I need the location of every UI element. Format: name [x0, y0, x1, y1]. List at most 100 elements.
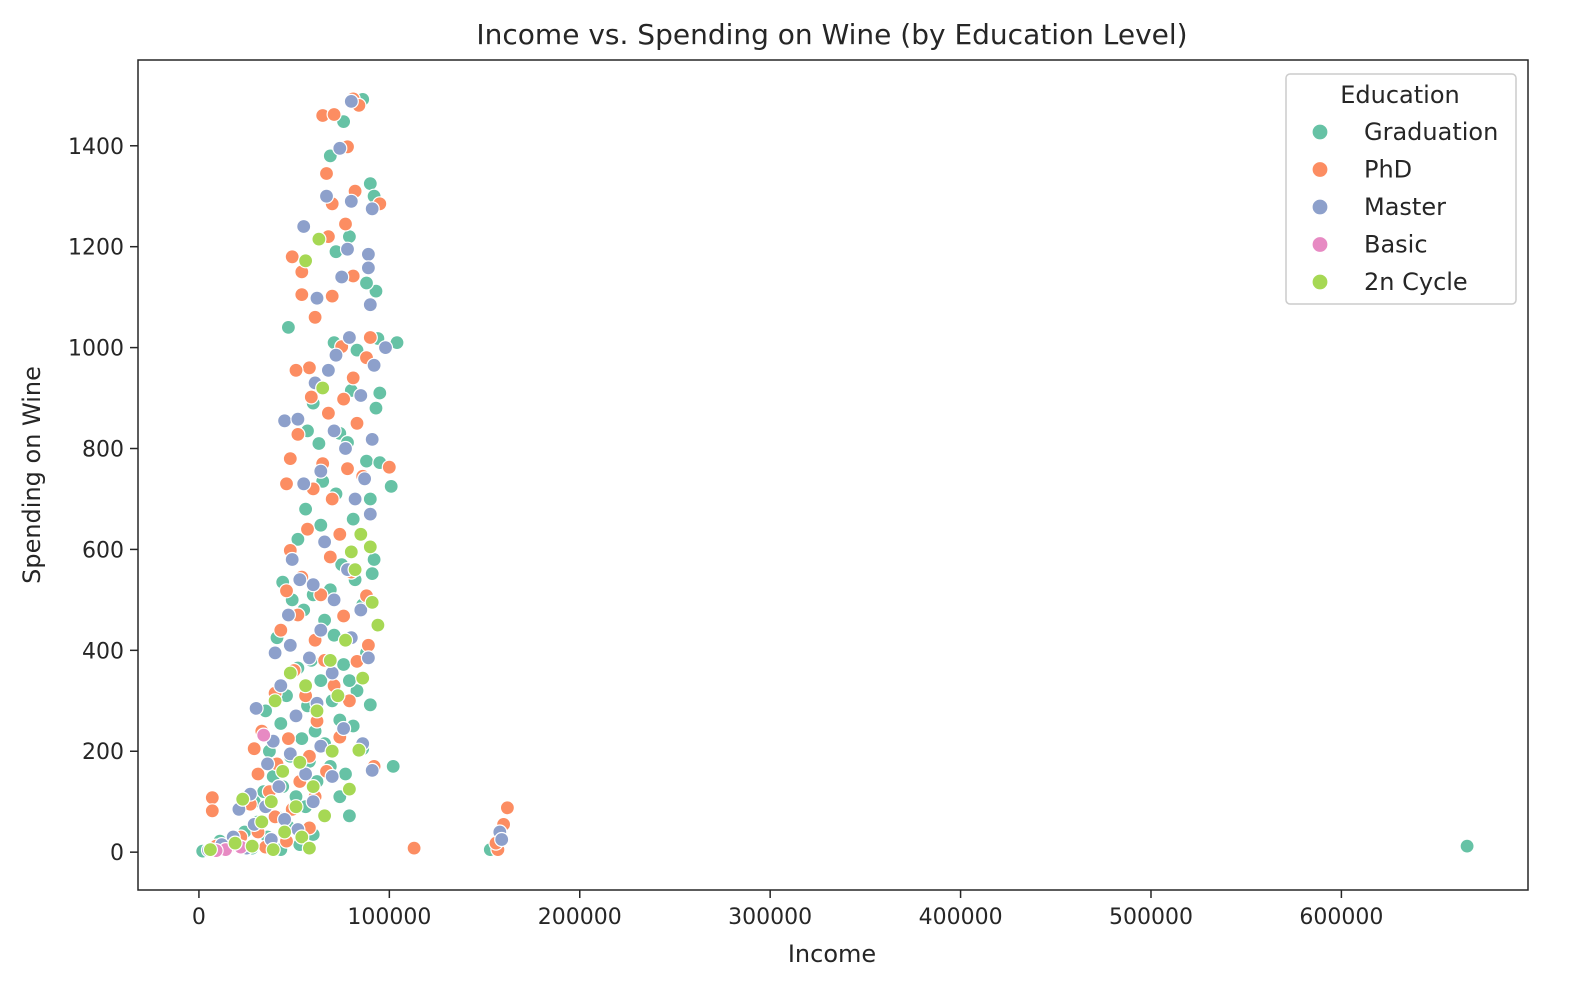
data-point — [280, 730, 296, 747]
data-point — [341, 808, 357, 824]
data-point — [347, 491, 363, 507]
legend-label: Basic — [1364, 231, 1428, 259]
data-point — [320, 405, 336, 421]
data-point — [358, 453, 375, 469]
x-tick-label: 400000 — [919, 905, 1003, 930]
data-point — [332, 526, 348, 542]
data-point — [277, 824, 293, 840]
data-point — [362, 491, 378, 507]
plot-area-frame — [137, 59, 1529, 891]
data-point — [318, 165, 335, 182]
data-point — [317, 534, 333, 550]
data-point — [296, 218, 312, 235]
data-point — [357, 471, 373, 487]
data-point — [337, 766, 354, 782]
data-point — [298, 501, 314, 517]
y-tick-label: 800 — [82, 438, 124, 463]
data-point — [366, 551, 382, 568]
data-point — [267, 693, 283, 709]
data-point — [362, 697, 378, 713]
data-point — [341, 781, 357, 797]
data-point — [341, 329, 357, 346]
data-point — [273, 678, 289, 694]
data-point — [273, 622, 289, 638]
data-point — [254, 814, 270, 830]
data-point — [345, 511, 361, 527]
data-point — [305, 778, 321, 795]
legend: Education Graduation PhD Master Basic 2n Cyc… — [1285, 73, 1517, 305]
data-point — [324, 288, 340, 304]
data-point — [294, 287, 310, 303]
data-point — [372, 385, 388, 401]
data-point — [288, 799, 304, 815]
data-point — [227, 835, 243, 851]
data-point — [406, 840, 422, 856]
x-axis-title: Income — [788, 940, 876, 968]
legend-label: Graduation — [1364, 118, 1498, 146]
data-point — [324, 743, 340, 759]
data-point — [275, 763, 291, 780]
x-tick-label: 100000 — [347, 905, 431, 930]
data-point — [307, 309, 323, 325]
data-point — [330, 688, 346, 704]
data-point — [339, 241, 356, 257]
legend-marker — [1311, 160, 1329, 179]
data-point — [273, 715, 289, 732]
data-point — [284, 551, 300, 568]
legend-item-master: Master — [1311, 193, 1446, 221]
legend-item-graduation: Graduation — [1311, 118, 1498, 146]
data-points — [195, 91, 1475, 859]
legend-box — [1285, 73, 1517, 305]
data-point — [250, 766, 266, 782]
data-point — [303, 389, 319, 405]
data-point — [349, 683, 365, 699]
data-point — [248, 700, 264, 717]
data-point — [309, 290, 325, 306]
data-point — [290, 411, 306, 427]
legend-item-basic: Basic — [1311, 231, 1428, 259]
data-point — [313, 463, 329, 479]
data-point — [246, 741, 262, 757]
data-point — [265, 841, 281, 858]
data-point — [324, 491, 340, 507]
data-point — [351, 742, 367, 758]
legend-label: PhD — [1364, 156, 1412, 184]
legend-marker — [1311, 273, 1329, 291]
y-axis: 0 200 400 600 800 1000 1200 1400 — [68, 135, 138, 866]
data-point — [345, 370, 361, 386]
legend-title: Education — [1340, 81, 1459, 109]
data-point — [364, 762, 380, 779]
data-point — [311, 435, 327, 452]
data-point — [311, 231, 327, 247]
data-point — [202, 841, 218, 858]
data-point — [263, 794, 279, 810]
y-tick-label: 1400 — [68, 135, 124, 160]
data-point — [326, 106, 342, 123]
data-point — [309, 703, 325, 719]
x-tick-label: 500000 — [1109, 905, 1193, 930]
data-point — [362, 506, 378, 522]
data-point — [364, 565, 380, 582]
data-point — [282, 637, 298, 653]
legend-items: Graduation PhD Master Basic 2n Cycle — [1311, 118, 1498, 296]
data-point — [322, 549, 338, 565]
x-tick-label: 600000 — [1299, 905, 1383, 930]
data-point — [385, 758, 401, 775]
data-point — [364, 594, 380, 611]
data-point — [494, 831, 510, 848]
x-tick-label: 200000 — [538, 905, 622, 930]
data-point — [301, 650, 317, 666]
data-point — [353, 387, 369, 404]
data-point — [362, 297, 378, 313]
data-point — [282, 746, 298, 762]
data-point — [353, 602, 369, 618]
data-point — [294, 730, 310, 747]
data-point — [326, 592, 342, 608]
data-point — [277, 413, 293, 429]
data-point — [383, 478, 399, 494]
data-point — [499, 800, 515, 816]
data-point — [278, 583, 295, 599]
data-point — [313, 672, 329, 689]
data-point — [305, 794, 321, 810]
